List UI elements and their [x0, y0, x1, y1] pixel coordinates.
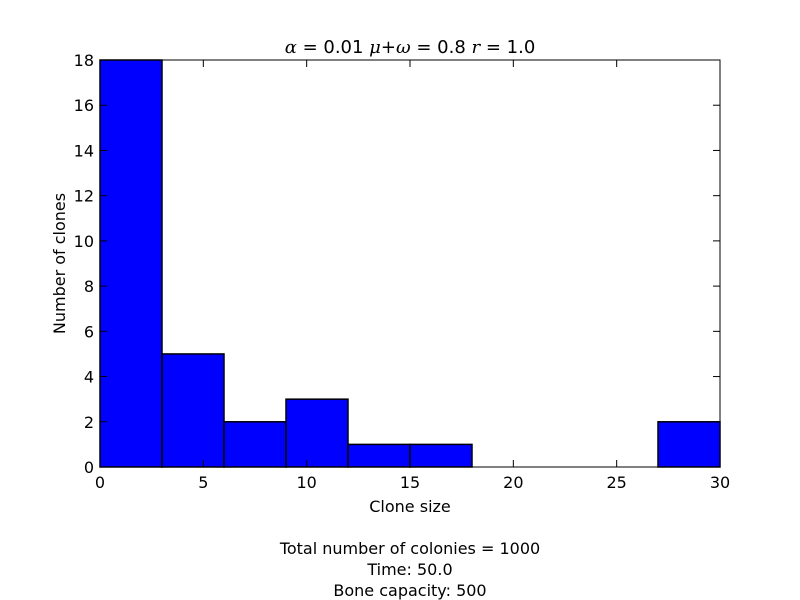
plot-frame [99, 59, 721, 468]
x-axis-label: Clone size [369, 497, 451, 516]
footer-line: Time: 50.0 [366, 560, 452, 579]
y-tick-label: 8 [84, 277, 94, 296]
x-tick-label: 15 [400, 473, 420, 492]
title-part: ω [396, 37, 411, 58]
x-tick-label: 20 [503, 473, 523, 492]
title-part: = 0.8 [411, 37, 472, 58]
footer-line: Total number of colonies = 1000 [279, 539, 540, 558]
histogram-bar [347, 443, 411, 468]
histogram-bar [161, 353, 225, 468]
histogram-bar [99, 59, 163, 468]
y-tick-label: 4 [84, 368, 94, 387]
tick-labels-group: 0 5 10 15 20 25 30 0 2 4 6 8 10 12 14 16 18 [74, 51, 731, 492]
title-part: μ [369, 37, 381, 58]
y-axis-label: Number of clones [50, 193, 69, 334]
y-tick-label: 14 [74, 141, 94, 160]
histogram-bar [285, 398, 349, 468]
chart-title: α = 0.01 μ+ω = 0.8 r = 1.0 [285, 37, 536, 58]
footer-text-group: Total number of colonies = 1000 Time: 50.… [279, 539, 540, 600]
x-tick-label: 25 [606, 473, 626, 492]
histogram-bar [657, 421, 721, 468]
y-tick-label: 0 [84, 458, 94, 477]
x-tick-label: 30 [710, 473, 730, 492]
title-part: α [285, 37, 297, 58]
title-part: = 0.01 [297, 37, 369, 58]
y-tick-label: 6 [84, 322, 94, 341]
x-tick-label: 10 [296, 473, 316, 492]
title-part: r [472, 37, 482, 58]
y-tick-label: 2 [84, 413, 94, 432]
y-tick-label: 16 [74, 96, 94, 115]
title-part: + [381, 37, 396, 58]
histogram-bar [223, 421, 287, 468]
y-tick-label: 18 [74, 51, 94, 70]
histogram-bar [409, 443, 473, 468]
footer-line: Bone capacity: 500 [333, 581, 486, 600]
y-tick-label: 10 [74, 232, 94, 251]
title-part: = 1.0 [480, 37, 535, 58]
x-tick-label: 5 [198, 473, 208, 492]
y-tick-label: 12 [74, 187, 94, 206]
bars-group [99, 59, 721, 468]
x-tick-label: 0 [95, 473, 105, 492]
